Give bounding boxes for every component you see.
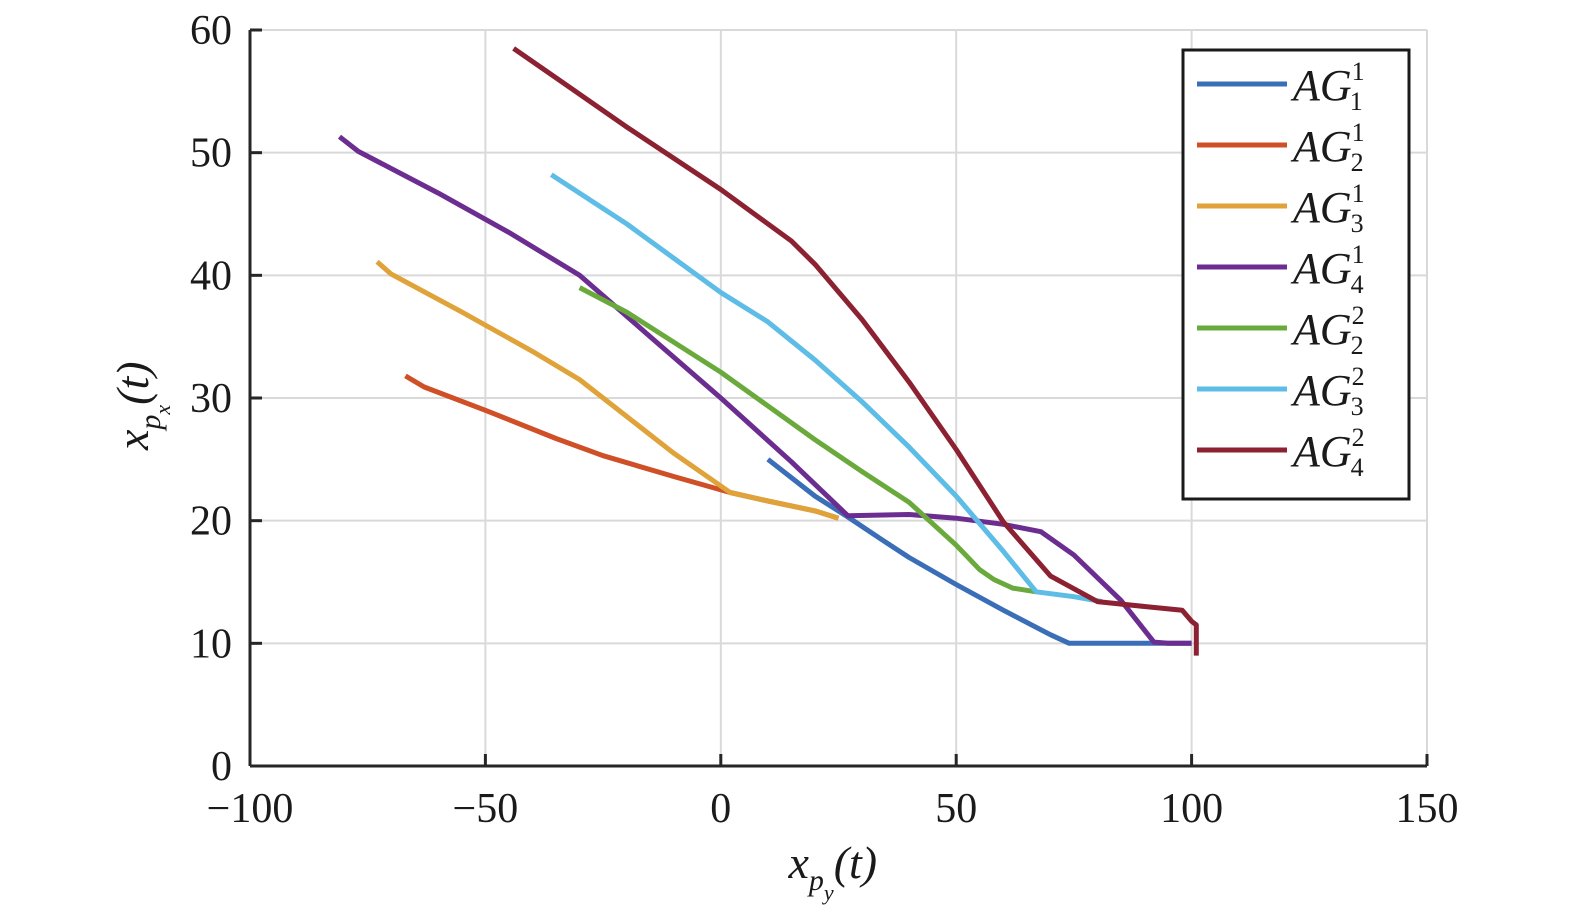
x-tick-label: 100 (1160, 786, 1223, 832)
y-tick-label: 0 (211, 744, 232, 790)
legend-label: AG1 2 (1290, 118, 1365, 177)
axes (248, 28, 1429, 768)
x-tick-label: −100 (207, 786, 294, 832)
x-axis-label-subsub: y (822, 880, 834, 905)
x-tick-label: 0 (710, 786, 731, 832)
tick-labels: −100 −50 0 50 100 150 0 10 20 30 40 50 60 (190, 8, 1459, 832)
legend-label-sup: 1 (1352, 179, 1365, 208)
series-line-7 (512, 46, 1199, 656)
legend-label-sup: 2 (1352, 423, 1365, 452)
legend-label-sup: 2 (1352, 301, 1365, 330)
legend-label-name: AG (1290, 122, 1352, 171)
y-axis-label-base: x (107, 429, 158, 451)
legend-item-5: AG2 2 (1197, 301, 1365, 360)
plot-area (337, 46, 1199, 656)
x-axis-label-sub: p (807, 864, 824, 897)
legend-label-sub: 2 (1351, 331, 1364, 360)
svg-text:xpx(t): xpx(t) (107, 361, 175, 451)
legend-label-sub: 2 (1351, 148, 1364, 177)
series-line-3 (375, 259, 840, 521)
series-line-4 (337, 134, 1192, 646)
legend-label-name: AG (1290, 366, 1352, 415)
legend-label-sup: 1 (1352, 57, 1364, 86)
legend-label-sup: 2 (1352, 362, 1365, 391)
legend-label-name: AG (1290, 427, 1352, 476)
legend-item-1: AG1 1 (1197, 57, 1364, 116)
legend-label: AG2 3 (1290, 362, 1365, 421)
legend-label-name: AG (1290, 183, 1352, 232)
y-tick-label: 50 (190, 131, 232, 177)
y-axis-label-sub: p (134, 415, 167, 432)
legend-item-6: AG2 3 (1197, 362, 1365, 421)
y-tick-label: 60 (190, 8, 232, 54)
legend-item-2: AG1 2 (1197, 118, 1365, 177)
legend-box (1181, 48, 1411, 501)
legend-label: AG1 1 (1290, 57, 1364, 116)
legend-label: AG2 4 (1290, 423, 1365, 482)
legend-item-7: AG2 4 (1197, 423, 1365, 482)
x-tick-label: 50 (935, 786, 977, 832)
x-axis-label-base: x (788, 837, 810, 888)
y-tick-label: 10 (190, 621, 232, 667)
legend-item-3: AG1 3 (1197, 179, 1365, 238)
legend-label-name: AG (1290, 61, 1352, 110)
legend-label: AG1 3 (1290, 179, 1365, 238)
legend-label-sub: 1 (1350, 87, 1363, 116)
legend-label-name: AG (1290, 305, 1352, 354)
legend-label-sub: 4 (1351, 453, 1364, 482)
legend-label-sub: 4 (1351, 270, 1364, 299)
y-axis-label: xpx(t) (107, 361, 175, 451)
y-tick-label: 30 (190, 376, 232, 422)
series-line-5 (578, 285, 1037, 595)
legend-label-sup: 1 (1352, 118, 1365, 147)
legend-label-sub: 3 (1351, 209, 1364, 238)
axis-labels: xpy(t)xpx(t) (107, 361, 877, 905)
series-line-6 (549, 172, 1103, 605)
y-axis-label-subsub: x (150, 405, 175, 416)
legend-label-sub: 3 (1351, 392, 1364, 421)
legend-item-4: AG1 4 (1197, 240, 1365, 299)
legend-label-sup: 1 (1352, 240, 1365, 269)
x-axis-label: xpy(t) (788, 837, 878, 905)
x-tick-label: −50 (453, 786, 519, 832)
y-tick-label: 20 (190, 499, 232, 545)
y-axis-label-suffix: (t) (107, 361, 158, 404)
legend-label-name: AG (1290, 244, 1352, 293)
x-tick-label: 150 (1396, 786, 1459, 832)
legend-label: AG1 4 (1290, 240, 1365, 299)
y-tick-label: 40 (190, 253, 232, 299)
x-axis-label-suffix: (t) (834, 837, 877, 888)
svg-text:xpy(t): xpy(t) (788, 837, 878, 905)
legend-label: AG2 2 (1290, 301, 1365, 360)
